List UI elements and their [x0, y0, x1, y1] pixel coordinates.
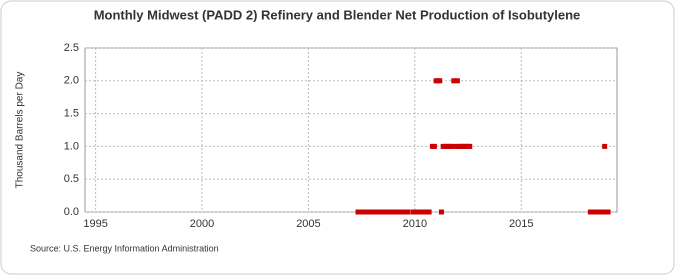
point: [415, 209, 421, 215]
y-tick-label: 0.5: [64, 173, 79, 185]
chart-title: Monthly Midwest (PADD 2) Refinery and Bl…: [94, 7, 581, 22]
source: Source: U.S. Energy Information Administ…: [30, 243, 219, 253]
point: [438, 209, 444, 215]
point: [426, 209, 432, 215]
y-tick-label: 0.0: [64, 206, 79, 218]
point: [600, 209, 606, 215]
y-tick-label: 1.5: [64, 108, 79, 120]
point: [449, 143, 455, 149]
point: [453, 143, 459, 149]
point: [602, 143, 608, 149]
x-tick-label: 2000: [190, 218, 214, 230]
y-tick-label: 2.0: [64, 75, 79, 87]
y-tick-label: 2.5: [64, 42, 79, 54]
x-tick-label: 2005: [296, 218, 320, 230]
y-tick-label: 1.0: [64, 140, 79, 152]
x-tick-label: 1995: [83, 218, 107, 230]
point: [605, 209, 611, 215]
point: [451, 78, 457, 84]
point: [405, 209, 411, 215]
x-tick-label: 2010: [403, 218, 427, 230]
x-tick-label: 2015: [509, 218, 533, 230]
point: [431, 143, 437, 149]
point: [454, 78, 460, 84]
point: [437, 78, 443, 84]
y-axis-label: Thousand Barrels per Day: [15, 72, 26, 189]
point: [467, 143, 473, 149]
